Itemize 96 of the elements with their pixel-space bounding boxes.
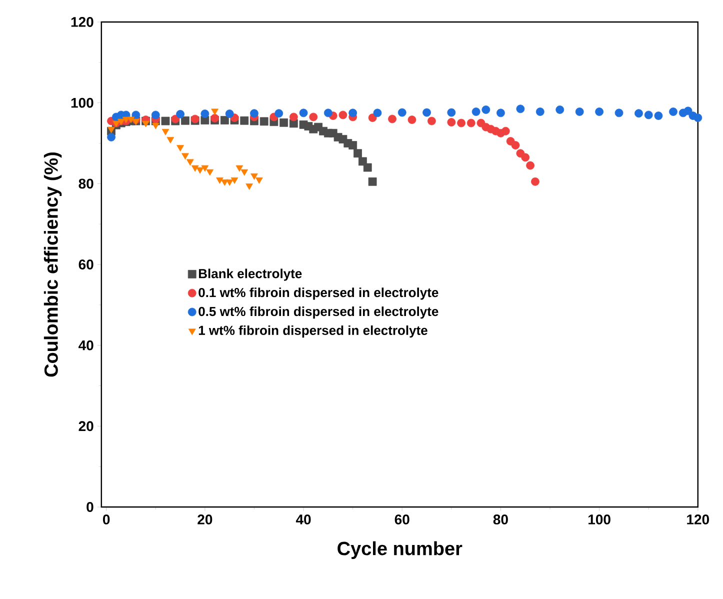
point <box>210 114 219 122</box>
y-tick-label: 120 <box>71 17 94 27</box>
y-axis-title: Coulombic efficiency (%) <box>44 152 62 377</box>
point <box>447 108 456 117</box>
point <box>196 167 204 174</box>
point <box>516 104 525 114</box>
point <box>373 108 382 118</box>
x-tick-label: 20 <box>198 514 212 524</box>
point <box>354 149 362 158</box>
point <box>422 108 431 117</box>
point <box>511 141 520 150</box>
point <box>152 122 160 130</box>
point <box>191 165 199 172</box>
point <box>250 109 258 118</box>
y-tick-label: 0 <box>86 502 94 512</box>
point <box>348 141 358 150</box>
legend-label: 1 wt% fibroin dispersed in electrolyte <box>198 325 428 338</box>
point <box>299 108 308 118</box>
y-tick-label: 60 <box>78 260 94 270</box>
legend-label: 0.5 wt% fibroin dispersed in electrolyte <box>198 306 438 319</box>
point <box>216 177 224 184</box>
point <box>457 118 466 128</box>
point <box>107 132 116 142</box>
point <box>466 118 476 128</box>
point <box>348 108 358 118</box>
point <box>575 108 584 116</box>
point <box>531 177 540 186</box>
point <box>206 169 214 176</box>
legend-label: Blank electrolyte <box>198 268 302 281</box>
point <box>644 110 653 120</box>
x-tick-label: 0 <box>102 514 110 524</box>
point <box>556 105 564 114</box>
y-tick-label: 40 <box>78 340 94 350</box>
x-tick-label: 80 <box>493 514 508 524</box>
point <box>309 112 318 122</box>
point <box>482 105 490 114</box>
y-tick-label: 100 <box>71 98 94 108</box>
point <box>669 108 678 116</box>
point <box>398 108 406 117</box>
point <box>324 108 332 118</box>
point <box>526 161 534 170</box>
point <box>236 165 244 172</box>
point <box>181 116 190 125</box>
point <box>230 177 238 184</box>
point <box>182 153 189 160</box>
point <box>176 110 184 118</box>
point <box>255 177 263 184</box>
point <box>684 106 692 116</box>
point <box>162 128 170 136</box>
point <box>536 108 544 116</box>
point <box>166 137 174 144</box>
point <box>368 114 377 122</box>
point <box>151 110 160 120</box>
y-tick-label: 20 <box>78 421 94 432</box>
point <box>521 153 530 162</box>
point <box>388 114 396 124</box>
point <box>427 116 436 126</box>
point <box>408 116 416 124</box>
point <box>142 120 150 128</box>
point <box>338 110 348 120</box>
point <box>368 177 377 186</box>
point <box>654 112 663 120</box>
point <box>132 110 140 120</box>
point <box>260 117 268 126</box>
point <box>220 116 229 124</box>
point <box>694 114 702 122</box>
x-axis-title: Cycle number <box>338 541 462 559</box>
point <box>240 169 248 176</box>
point <box>250 173 258 180</box>
point <box>447 118 456 126</box>
point <box>614 108 624 118</box>
point <box>501 126 510 136</box>
legend-label: 0.1 wt% fibroin dispersed in electrolyte <box>198 288 438 300</box>
point <box>200 110 210 118</box>
point <box>240 116 249 125</box>
point <box>201 165 209 172</box>
point <box>634 109 643 118</box>
x-tick-label: 120 <box>687 514 709 524</box>
point <box>225 110 234 118</box>
point <box>246 183 253 190</box>
x-tick-label: 40 <box>296 514 311 524</box>
point <box>161 116 170 126</box>
point <box>472 108 480 116</box>
point <box>274 109 284 118</box>
y-tick-label: 80 <box>78 178 94 189</box>
point <box>595 108 604 116</box>
x-tick-label: 100 <box>588 514 610 524</box>
point <box>186 159 194 166</box>
point <box>289 112 298 122</box>
point <box>226 179 234 186</box>
point <box>363 163 372 172</box>
point <box>496 108 505 118</box>
point <box>176 145 184 152</box>
x-tick-label: 60 <box>394 514 410 524</box>
point <box>280 118 288 127</box>
point <box>211 108 218 116</box>
